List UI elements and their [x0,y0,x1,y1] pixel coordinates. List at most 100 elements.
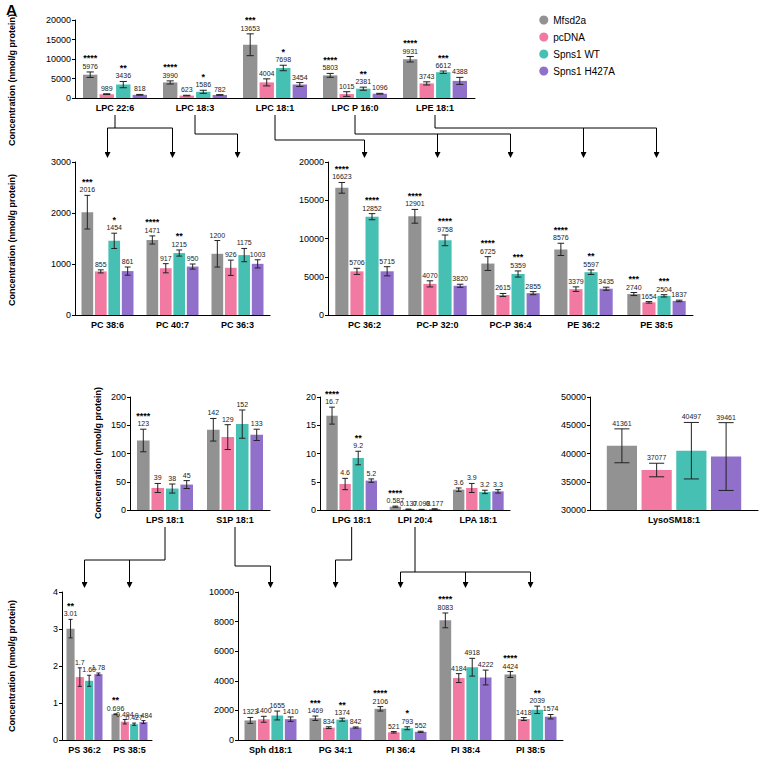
svg-text:Spns1 WT: Spns1 WT [553,49,600,60]
svg-text:****: **** [335,164,350,174]
svg-text:3435: 3435 [598,278,614,285]
svg-text:4222: 4222 [478,661,494,668]
svg-text:861: 861 [122,258,134,265]
svg-text:16.7: 16.7 [325,398,339,405]
svg-text:**: ** [588,251,596,261]
svg-text:3.9: 3.9 [467,474,477,481]
svg-text:8000: 8000 [214,617,234,627]
svg-text:Mfsd2a: Mfsd2a [553,15,586,26]
svg-text:9758: 9758 [437,226,453,233]
svg-text:623: 623 [181,86,193,93]
svg-text:LPI 20:4: LPI 20:4 [398,515,433,525]
svg-text:3: 3 [53,624,58,634]
svg-text:782: 782 [214,86,226,93]
svg-text:917: 917 [160,255,172,262]
svg-text:50000: 50000 [561,392,586,402]
svg-text:LPC 18:1: LPC 18:1 [256,103,295,113]
svg-text:150: 150 [111,420,126,430]
svg-text:10000: 10000 [209,587,234,597]
svg-text:16623: 16623 [332,173,352,180]
svg-text:1471: 1471 [145,227,161,234]
svg-text:6000: 6000 [214,646,234,656]
svg-text:****: **** [481,238,496,248]
svg-text:0: 0 [121,505,126,515]
svg-text:8083: 8083 [438,604,454,611]
svg-text:****: **** [365,195,380,205]
svg-text:1200: 1200 [210,232,226,239]
svg-text:2504: 2504 [656,286,672,293]
svg-text:129: 129 [222,416,234,423]
svg-text:***: *** [310,698,321,708]
svg-text:818: 818 [134,85,146,92]
svg-text:*: * [112,215,116,225]
svg-text:***: *** [245,15,256,25]
svg-text:****: **** [388,488,403,498]
svg-text:**: ** [534,688,542,698]
svg-text:**: ** [176,231,184,241]
svg-text:***: *** [82,177,93,187]
svg-text:1215: 1215 [171,241,187,248]
svg-text:5359: 5359 [510,262,526,269]
svg-text:10: 10 [306,449,316,459]
svg-text:40000: 40000 [561,449,586,459]
svg-text:1469: 1469 [308,707,324,714]
svg-text:Concentration (nmol/g protein): Concentration (nmol/g protein) [93,387,103,519]
svg-text:PI 36:4: PI 36:4 [386,745,415,755]
svg-text:1000: 1000 [51,259,71,269]
svg-text:5715: 5715 [379,258,395,265]
svg-text:20000: 20000 [46,15,71,25]
svg-text:LPS 18:1: LPS 18:1 [146,515,184,525]
svg-text:PE 38:5: PE 38:5 [640,320,673,330]
svg-text:3.6: 3.6 [454,479,464,486]
svg-text:855: 855 [95,261,107,268]
svg-text:1.78: 1.78 [92,664,106,671]
svg-text:12852: 12852 [362,205,382,212]
svg-text:4: 4 [53,587,58,597]
svg-text:4918: 4918 [464,649,480,656]
svg-text:5706: 5706 [349,259,365,266]
svg-text:3.3: 3.3 [493,481,503,488]
svg-text:20: 20 [306,392,316,402]
svg-text:3454: 3454 [292,74,308,81]
svg-text:PC 36:2: PC 36:2 [348,320,381,330]
svg-text:Concentration (nmol/g protein): Concentration (nmol/g protein) [7,174,17,306]
svg-text:38: 38 [168,475,176,482]
svg-text:4000: 4000 [214,676,234,686]
svg-text:793: 793 [401,718,413,725]
svg-text:****: **** [503,653,518,663]
svg-text:0.177: 0.177 [426,500,444,507]
svg-text:3990: 3990 [162,72,178,79]
svg-text:4424: 4424 [503,663,519,670]
svg-text:***: *** [659,276,670,286]
svg-text:142: 142 [207,409,219,416]
svg-text:LPC P 16:0: LPC P 16:0 [332,103,379,113]
svg-text:10000: 10000 [46,54,71,64]
svg-text:1454: 1454 [106,224,122,231]
svg-text:LysoSM18:1: LysoSM18:1 [648,515,700,525]
svg-text:133: 133 [251,420,263,427]
svg-text:152: 152 [236,401,248,408]
svg-text:4184: 4184 [451,665,467,672]
svg-text:PI 38:5: PI 38:5 [516,745,545,755]
svg-text:2855: 2855 [525,283,541,290]
svg-text:2615: 2615 [495,284,511,291]
svg-text:842: 842 [350,718,362,725]
svg-text:****: **** [323,55,338,65]
svg-text:1374: 1374 [334,709,350,716]
svg-text:926: 926 [225,251,237,258]
svg-text:950: 950 [187,255,199,262]
svg-text:1837: 1837 [671,291,687,298]
svg-text:1096: 1096 [372,84,388,91]
svg-text:PC 38:6: PC 38:6 [91,320,124,330]
svg-text:3379: 3379 [568,278,584,285]
svg-text:Concentration (nmol/g protein): Concentration (nmol/g protein) [7,600,17,732]
svg-text:*: * [202,72,206,82]
svg-text:4070: 4070 [422,272,438,279]
svg-text:3.2: 3.2 [480,481,490,488]
svg-text:0: 0 [229,735,234,745]
svg-text:PC 40:7: PC 40:7 [156,320,189,330]
svg-text:**: ** [355,433,363,443]
svg-text:40497: 40497 [682,413,702,420]
svg-text:200: 200 [111,392,126,402]
svg-text:0: 0 [53,735,58,745]
